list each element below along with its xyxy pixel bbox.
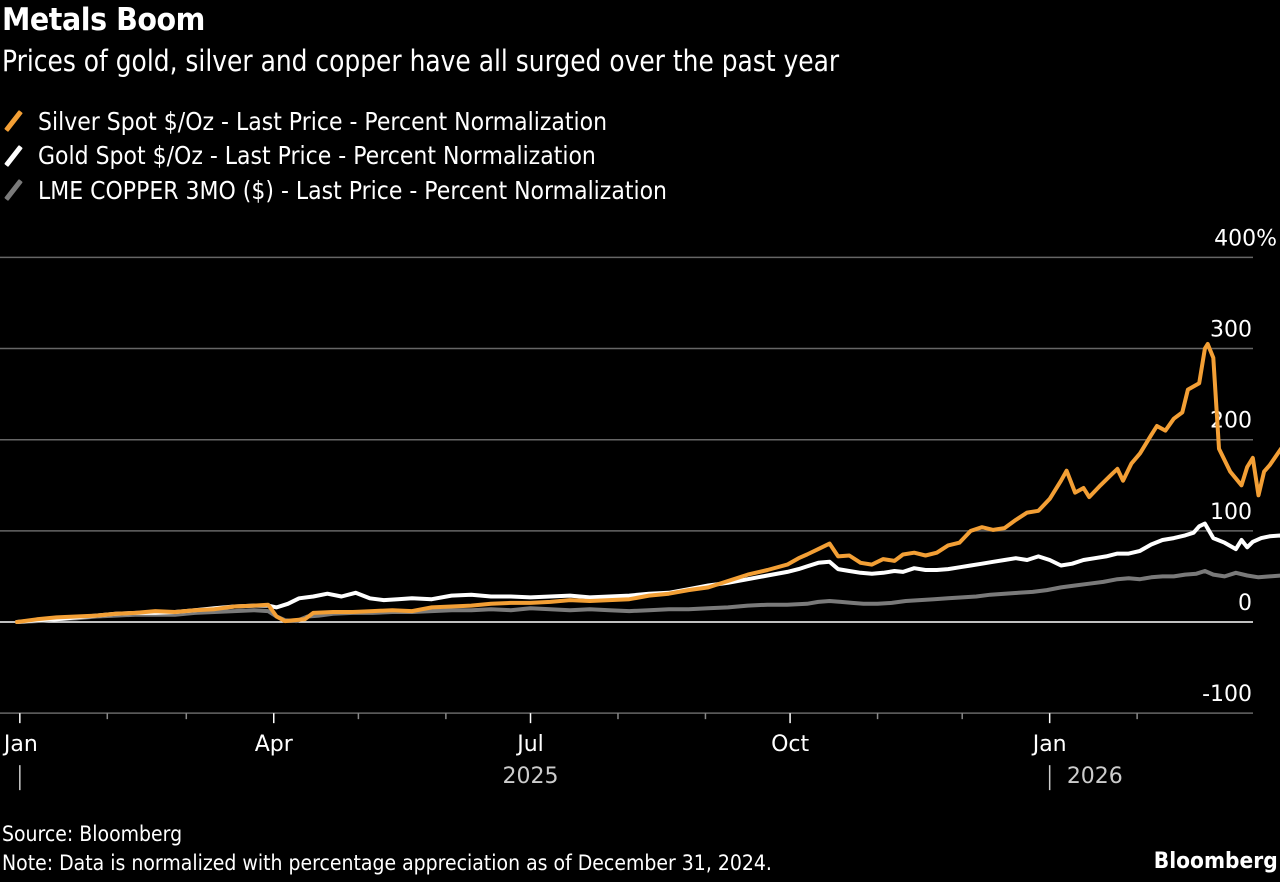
gridlines (0, 256, 1253, 714)
series-lines (15, 342, 1280, 624)
series-line-silver (15, 342, 1280, 624)
legend: Silver Spot $/Oz - Last Price - Percent … (6, 104, 753, 208)
y-tick-label: -100 (1202, 682, 1252, 707)
y-tick-label: 300 (1210, 318, 1252, 343)
legend-label-copper: LME COPPER 3MO ($) - Last Price - Percen… (38, 175, 667, 205)
year-label: 2025 (503, 764, 559, 789)
legend-label-gold: Gold Spot $/Oz - Last Price - Percent No… (38, 141, 596, 171)
legend-item-copper: LME COPPER 3MO ($) - Last Price - Percen… (6, 173, 753, 208)
legend-item-silver: Silver Spot $/Oz - Last Price - Percent … (6, 104, 753, 139)
chart-title: Metals Boom (2, 2, 205, 38)
y-tick-label: 0 (1238, 591, 1252, 616)
year-label: 2026 (1067, 764, 1123, 789)
legend-label-silver: Silver Spot $/Oz - Last Price - Percent … (38, 106, 608, 136)
x-axis: Jan Apr Jul Oct Jan 2025 2026 (2, 713, 1138, 791)
y-tick-label: 400% (1214, 226, 1277, 251)
legend-item-gold: Gold Spot $/Oz - Last Price - Percent No… (6, 139, 753, 174)
source-note: Source: Bloomberg (2, 822, 183, 846)
footnote: Note: Data is normalized with percentage… (2, 851, 772, 875)
x-tick-label: Apr (255, 732, 294, 757)
x-tick-label: Oct (771, 732, 809, 757)
x-tick-label: Jan (2, 732, 38, 757)
x-tick-label: Jul (515, 732, 544, 757)
chart-subtitle: Prices of gold, silver and copper have a… (2, 44, 840, 78)
x-tick-label: Jan (1031, 732, 1067, 757)
series-line-gold (15, 521, 1280, 624)
y-tick-label: 100 (1210, 500, 1252, 525)
bloomberg-logo: Bloomberg (1154, 849, 1278, 874)
